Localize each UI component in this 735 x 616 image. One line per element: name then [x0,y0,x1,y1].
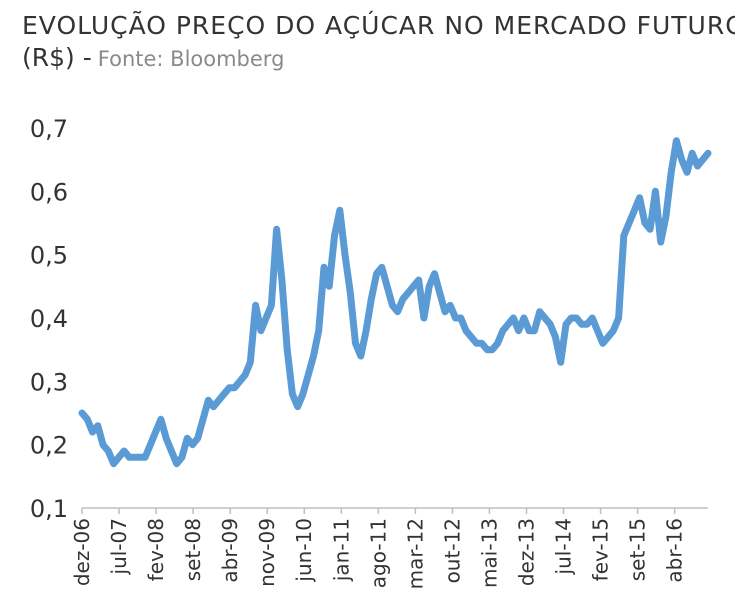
x-tick-label: mar-12 [403,518,427,589]
chart-header: EVOLUÇÃO PREÇO DO AÇÚCAR NO MERCADO FUTU… [22,10,735,75]
x-tick-label: dez-13 [514,518,538,586]
y-tick-label: 0,1 [30,495,68,523]
chart-subtitle-line: (R$) - Fonte: Bloomberg [22,42,712,75]
x-axis-ticks: dez-06 jul-07 fev-08 set-08 abr-09 nov-09 jun-… [70,518,687,589]
x-tick-label: set-15 [626,518,650,581]
y-axis-ticks: 0,1 0,2 0,3 0,4 0,5 0,6 0,7 [30,115,68,523]
x-tick-label: fev-08 [144,518,168,581]
series-line-sugar-price [78,137,712,468]
chart-title: EVOLUÇÃO PREÇO DO AÇÚCAR NO MERCADO FUTU… [22,11,735,40]
x-tick-label: fev-15 [589,518,613,581]
y-tick-label: 0,4 [30,305,68,333]
x-tick-label: jul-07 [107,518,131,575]
x-tick-label: jan-11 [329,518,353,582]
x-tick-label: set-08 [181,518,205,581]
x-tick-label: jun-10 [292,518,316,583]
x-axis-tickmarks [81,508,676,514]
y-tick-label: 0,3 [30,368,68,396]
y-tick-label: 0,2 [30,432,68,460]
chart-source: Fonte: Bloomberg [97,47,285,71]
chart-unit: (R$) - [22,43,92,72]
x-tick-label: nov-09 [255,518,279,587]
x-tick-label: abr-16 [663,518,687,583]
x-tick-label: jul-14 [552,518,576,575]
y-tick-label: 0,6 [30,178,68,206]
x-tick-label: mai-13 [477,518,501,588]
x-tick-label: out-12 [440,518,464,583]
x-tick-label: ago-11 [366,518,390,588]
x-tick-label: abr-09 [218,518,242,583]
y-tick-label: 0,7 [30,115,68,143]
x-tick-label: dez-06 [70,518,94,586]
y-tick-label: 0,5 [30,242,68,270]
